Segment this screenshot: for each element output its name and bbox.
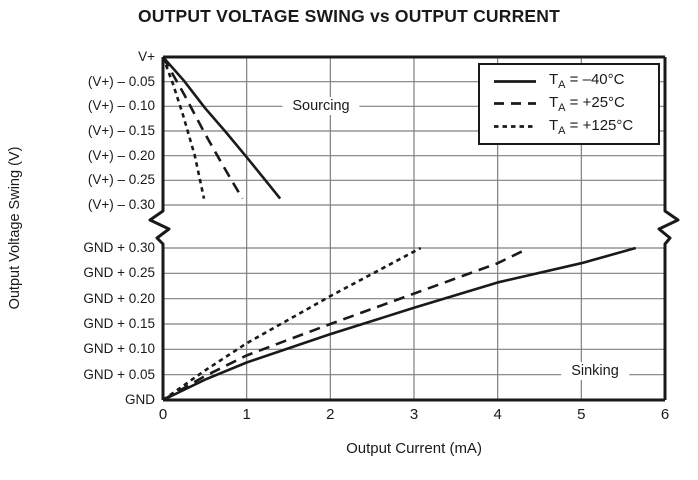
legend-item-plus125: TA = +125°C — [492, 117, 654, 137]
x-tick-label: 4 — [493, 406, 502, 423]
y-tick-label-sinking: GND + 0.25 — [83, 265, 155, 281]
curve-sinking-short-dash — [162, 246, 422, 402]
x-tick-label: 5 — [577, 406, 586, 423]
legend-item-minus40: TA = –40°C — [492, 71, 654, 91]
x-tick-label: 1 — [242, 406, 251, 423]
y-tick-label-sinking: GND + 0.30 — [83, 240, 155, 255]
legend-label: TA = +25°C — [549, 93, 625, 114]
y-tick-label-sourcing: (V+) – 0.30 — [87, 197, 155, 212]
y-tick-label-sinking: GND + 0.10 — [83, 341, 155, 357]
right-axis-with-break — [657, 57, 680, 400]
y-tick-label-sourcing: (V+) – 0.25 — [87, 172, 155, 188]
curve-sourcing-solid — [162, 56, 282, 200]
y-tick-label-sourcing: (V+) – 0.05 — [87, 73, 155, 89]
y-tick-label-sinking: GND + 0.15 — [83, 316, 155, 331]
dashed-line-sample-icon — [494, 102, 536, 106]
left-axis-with-break — [148, 57, 171, 400]
x-tick-label: 3 — [409, 406, 419, 423]
y-tick-label-sourcing: V+ — [138, 49, 155, 64]
curve-sinking-solid — [162, 246, 637, 402]
x-tick-label: 0 — [158, 406, 168, 423]
curve-sourcing-dashed — [161, 56, 244, 200]
y-tick-label-sinking: GND + 0.20 — [83, 290, 155, 306]
solid-line-sample-icon — [494, 79, 536, 83]
annotation-sinking: Sinking — [561, 362, 629, 380]
y-tick-label-sinking: GND — [125, 392, 155, 407]
curve-sinking-dashed — [162, 247, 528, 402]
annotation-sourcing: Sourcing — [282, 97, 360, 115]
short-dash-line-sample-icon — [494, 125, 536, 129]
x-axis-title: Output Current (mA) — [346, 440, 482, 457]
y-tick-label-sinking: GND + 0.05 — [83, 366, 155, 382]
y-tick-label-sourcing: (V+) – 0.15 — [87, 123, 155, 138]
legend-label: TA = +125°C — [549, 116, 634, 137]
legend: TA = –40°C TA = +25°C TA = +125°C — [478, 63, 660, 145]
x-tick-label: 2 — [326, 406, 335, 423]
x-tick-label: 6 — [660, 406, 670, 423]
legend-item-plus25: TA = +25°C — [492, 94, 654, 114]
y-tick-label-sourcing: (V+) – 0.20 — [87, 147, 155, 163]
curve-sourcing-short-dash — [161, 56, 206, 199]
y-tick-label-sourcing: (V+) – 0.10 — [87, 98, 155, 114]
chart-title: OUTPUT VOLTAGE SWING vs OUTPUT CURRENT — [137, 6, 561, 26]
legend-label: TA = –40°C — [549, 71, 625, 92]
